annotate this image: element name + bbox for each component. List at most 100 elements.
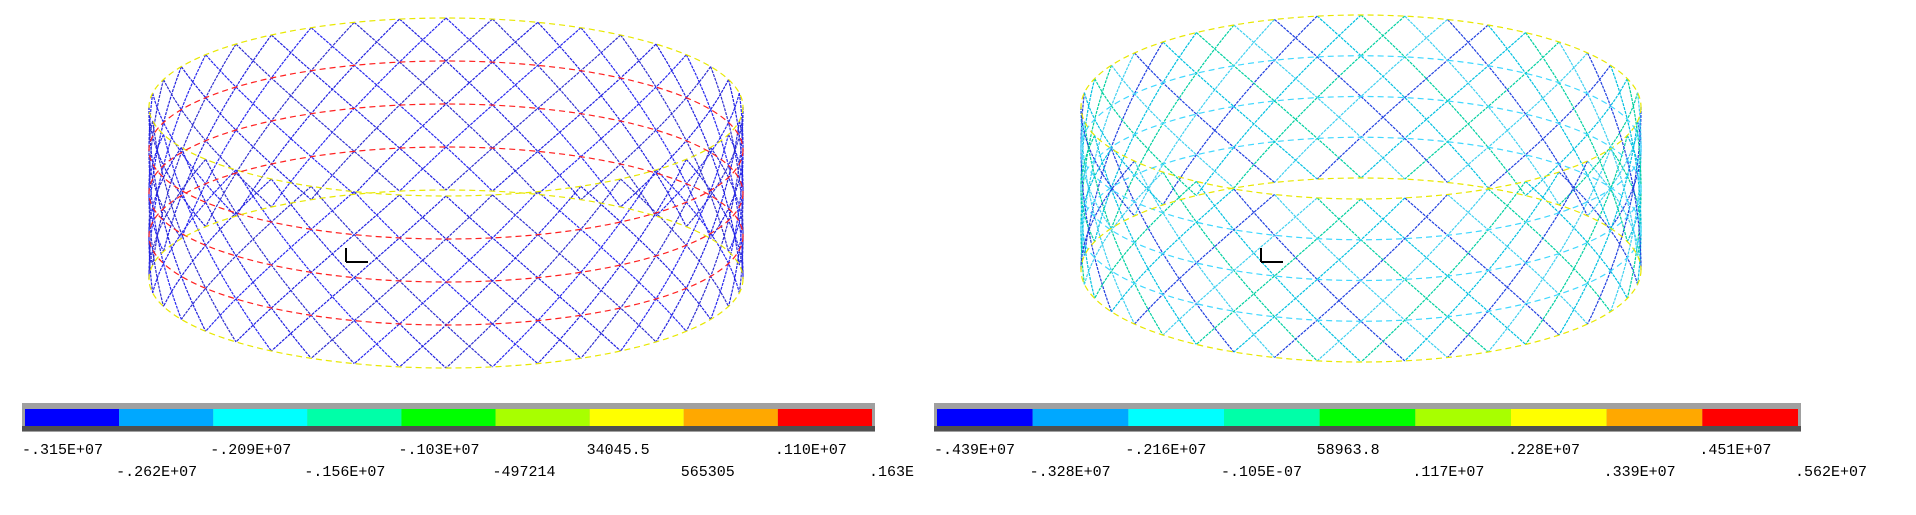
lattice-member <box>180 66 312 201</box>
legend-shadow <box>22 426 875 431</box>
lattice-member <box>162 178 272 307</box>
legend-label: 565305 <box>681 464 735 481</box>
lattice-member <box>1274 194 1448 358</box>
lattice-member <box>1083 121 1164 336</box>
lattice-member <box>1447 19 1589 217</box>
lattice-member <box>492 43 657 192</box>
lattice-member <box>1133 160 1275 358</box>
legend-band <box>25 409 120 426</box>
lattice-member <box>1360 198 1526 345</box>
lattice-member <box>445 34 622 191</box>
legend-band <box>1032 409 1129 426</box>
legend-label: .339E+07 <box>1604 464 1676 481</box>
lattice-member <box>655 92 740 217</box>
lattice-member <box>399 194 582 359</box>
lattice-member <box>1360 14 1527 196</box>
lattice-member <box>1094 180 1197 299</box>
lattice-cylinder <box>148 17 744 369</box>
lattice-member <box>445 17 622 208</box>
legend-band <box>1415 409 1511 426</box>
lattice-member <box>1080 148 1112 256</box>
ring <box>1080 177 1642 363</box>
legend-label: .117E+07 <box>1412 464 1484 481</box>
ring <box>148 103 744 283</box>
legend-band <box>401 409 496 426</box>
legend-shadow <box>934 426 1801 431</box>
lattice-member <box>353 21 539 195</box>
lattice-member <box>1404 197 1560 336</box>
lattice-member <box>353 21 539 195</box>
lattice-member <box>1080 160 1135 270</box>
lattice-member <box>1233 24 1406 180</box>
lattice-member <box>1083 171 1164 285</box>
ring <box>1080 55 1642 241</box>
model-views <box>148 14 1642 369</box>
legend-label: .562E+07 <box>1795 464 1867 481</box>
lattice-member <box>1609 65 1642 285</box>
lattice-member <box>148 158 207 279</box>
legend-band <box>495 409 590 426</box>
lattice-member <box>1626 78 1642 299</box>
lattice-member <box>1316 15 1489 189</box>
lattice-member <box>1233 188 1406 362</box>
lattice-member <box>685 107 744 228</box>
legend-label: .163E <box>869 464 914 481</box>
lattice-member <box>180 147 312 359</box>
lattice-member <box>580 147 712 359</box>
lattice-member <box>537 21 687 227</box>
lattice-member <box>537 159 687 365</box>
lattice-member <box>1162 171 1318 362</box>
legend-label: -.103E+07 <box>398 442 479 459</box>
axis-triad <box>345 248 368 263</box>
lattice-member <box>180 27 312 239</box>
legend-band <box>937 409 1033 426</box>
legend-band <box>1606 409 1703 426</box>
lattice-member <box>270 195 447 352</box>
lattice-member <box>1080 121 1112 229</box>
legend-label: -.105E-07 <box>1221 464 1302 481</box>
legend-band <box>1319 409 1416 426</box>
legend-label: -.216E+07 <box>1125 442 1206 459</box>
lattice-member <box>1404 41 1560 180</box>
ring <box>148 17 744 197</box>
legend-label: .451E+07 <box>1699 442 1771 459</box>
lattice-member <box>492 194 657 343</box>
ring <box>148 60 744 240</box>
lattice-member <box>1558 121 1639 336</box>
lattice-member <box>180 185 312 320</box>
lattice-member <box>1404 15 1560 206</box>
lattice-member <box>1586 107 1642 325</box>
lattice-member <box>655 169 740 294</box>
legend-label: .110E+07 <box>775 442 847 459</box>
lattice-member <box>1083 92 1164 206</box>
lattice-member <box>235 194 400 343</box>
lattice-member <box>580 66 712 201</box>
lattice-member <box>1080 107 1135 217</box>
lattice-member <box>1233 197 1406 353</box>
lattice-member <box>1133 19 1275 217</box>
lattice-member <box>270 34 447 191</box>
lattice-member <box>399 27 582 192</box>
legend-label: -.209E+07 <box>210 442 291 459</box>
lattice-member <box>1447 52 1588 183</box>
lattice-member <box>148 147 182 266</box>
lattice-member <box>148 107 207 228</box>
lattice-member <box>310 27 493 192</box>
lattice-member <box>1274 19 1448 183</box>
legend-label: 58963.8 <box>1317 442 1380 459</box>
lattice-member <box>1195 181 1362 363</box>
lattice-member <box>1447 160 1589 358</box>
lattice-member <box>235 43 400 192</box>
lattice-member <box>1080 107 1136 325</box>
lattice-member <box>399 18 582 201</box>
lattice-member <box>1196 198 1362 345</box>
lattice-member <box>1525 180 1628 299</box>
ring <box>148 146 744 326</box>
legend-band <box>213 409 308 426</box>
lattice-member <box>685 54 744 279</box>
legend-band <box>1224 409 1320 426</box>
lattice-member <box>235 18 400 217</box>
legend-label: -.439E+07 <box>934 442 1015 459</box>
legend-label: .228E+07 <box>1508 442 1580 459</box>
